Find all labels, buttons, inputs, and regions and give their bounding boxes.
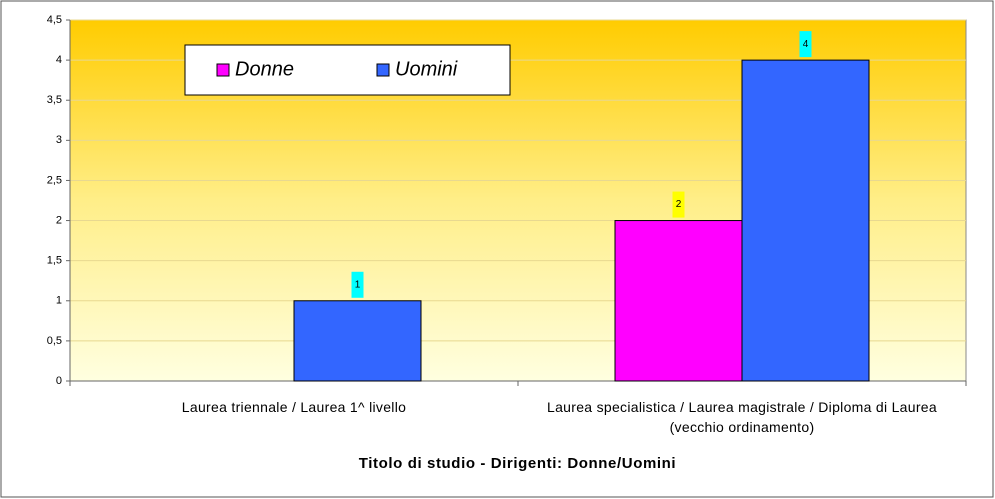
legend-label: Uomini (395, 58, 458, 80)
y-tick-label: 4,5 (47, 14, 62, 26)
y-tick-label: 3 (56, 134, 62, 146)
value-label: 4 (803, 39, 809, 50)
value-label: 2 (676, 199, 682, 210)
x-tick-label: Laurea triennale / Laurea 1^ livello (181, 399, 407, 415)
bar (293, 300, 422, 382)
y-tick-label: 1 (56, 295, 62, 307)
value-label-bg (351, 271, 364, 298)
y-tick-label: 0,5 (47, 335, 62, 347)
y-tick-label: 3,5 (47, 94, 62, 106)
y-tick-label: 2,5 (47, 174, 62, 186)
y-tick-label: 2 (56, 214, 62, 226)
value-label-bg (672, 191, 685, 218)
legend-swatch (216, 63, 230, 77)
bar (614, 220, 743, 382)
bar (741, 59, 870, 382)
value-label: 1 (355, 279, 361, 290)
x-tick-label: Laurea specialistica / Laurea magistrale… (547, 399, 937, 435)
y-tick-label: 1,5 (47, 255, 62, 267)
y-tick-label: 4 (56, 54, 62, 66)
value-label-bg (799, 31, 812, 58)
legend-label: Donne (235, 58, 294, 80)
y-tick-label: 0 (56, 375, 62, 387)
chart-title: Titolo di studio - Dirigenti: Donne/Uomi… (358, 455, 677, 472)
legend-box (184, 44, 511, 96)
legend-swatch (376, 63, 390, 77)
